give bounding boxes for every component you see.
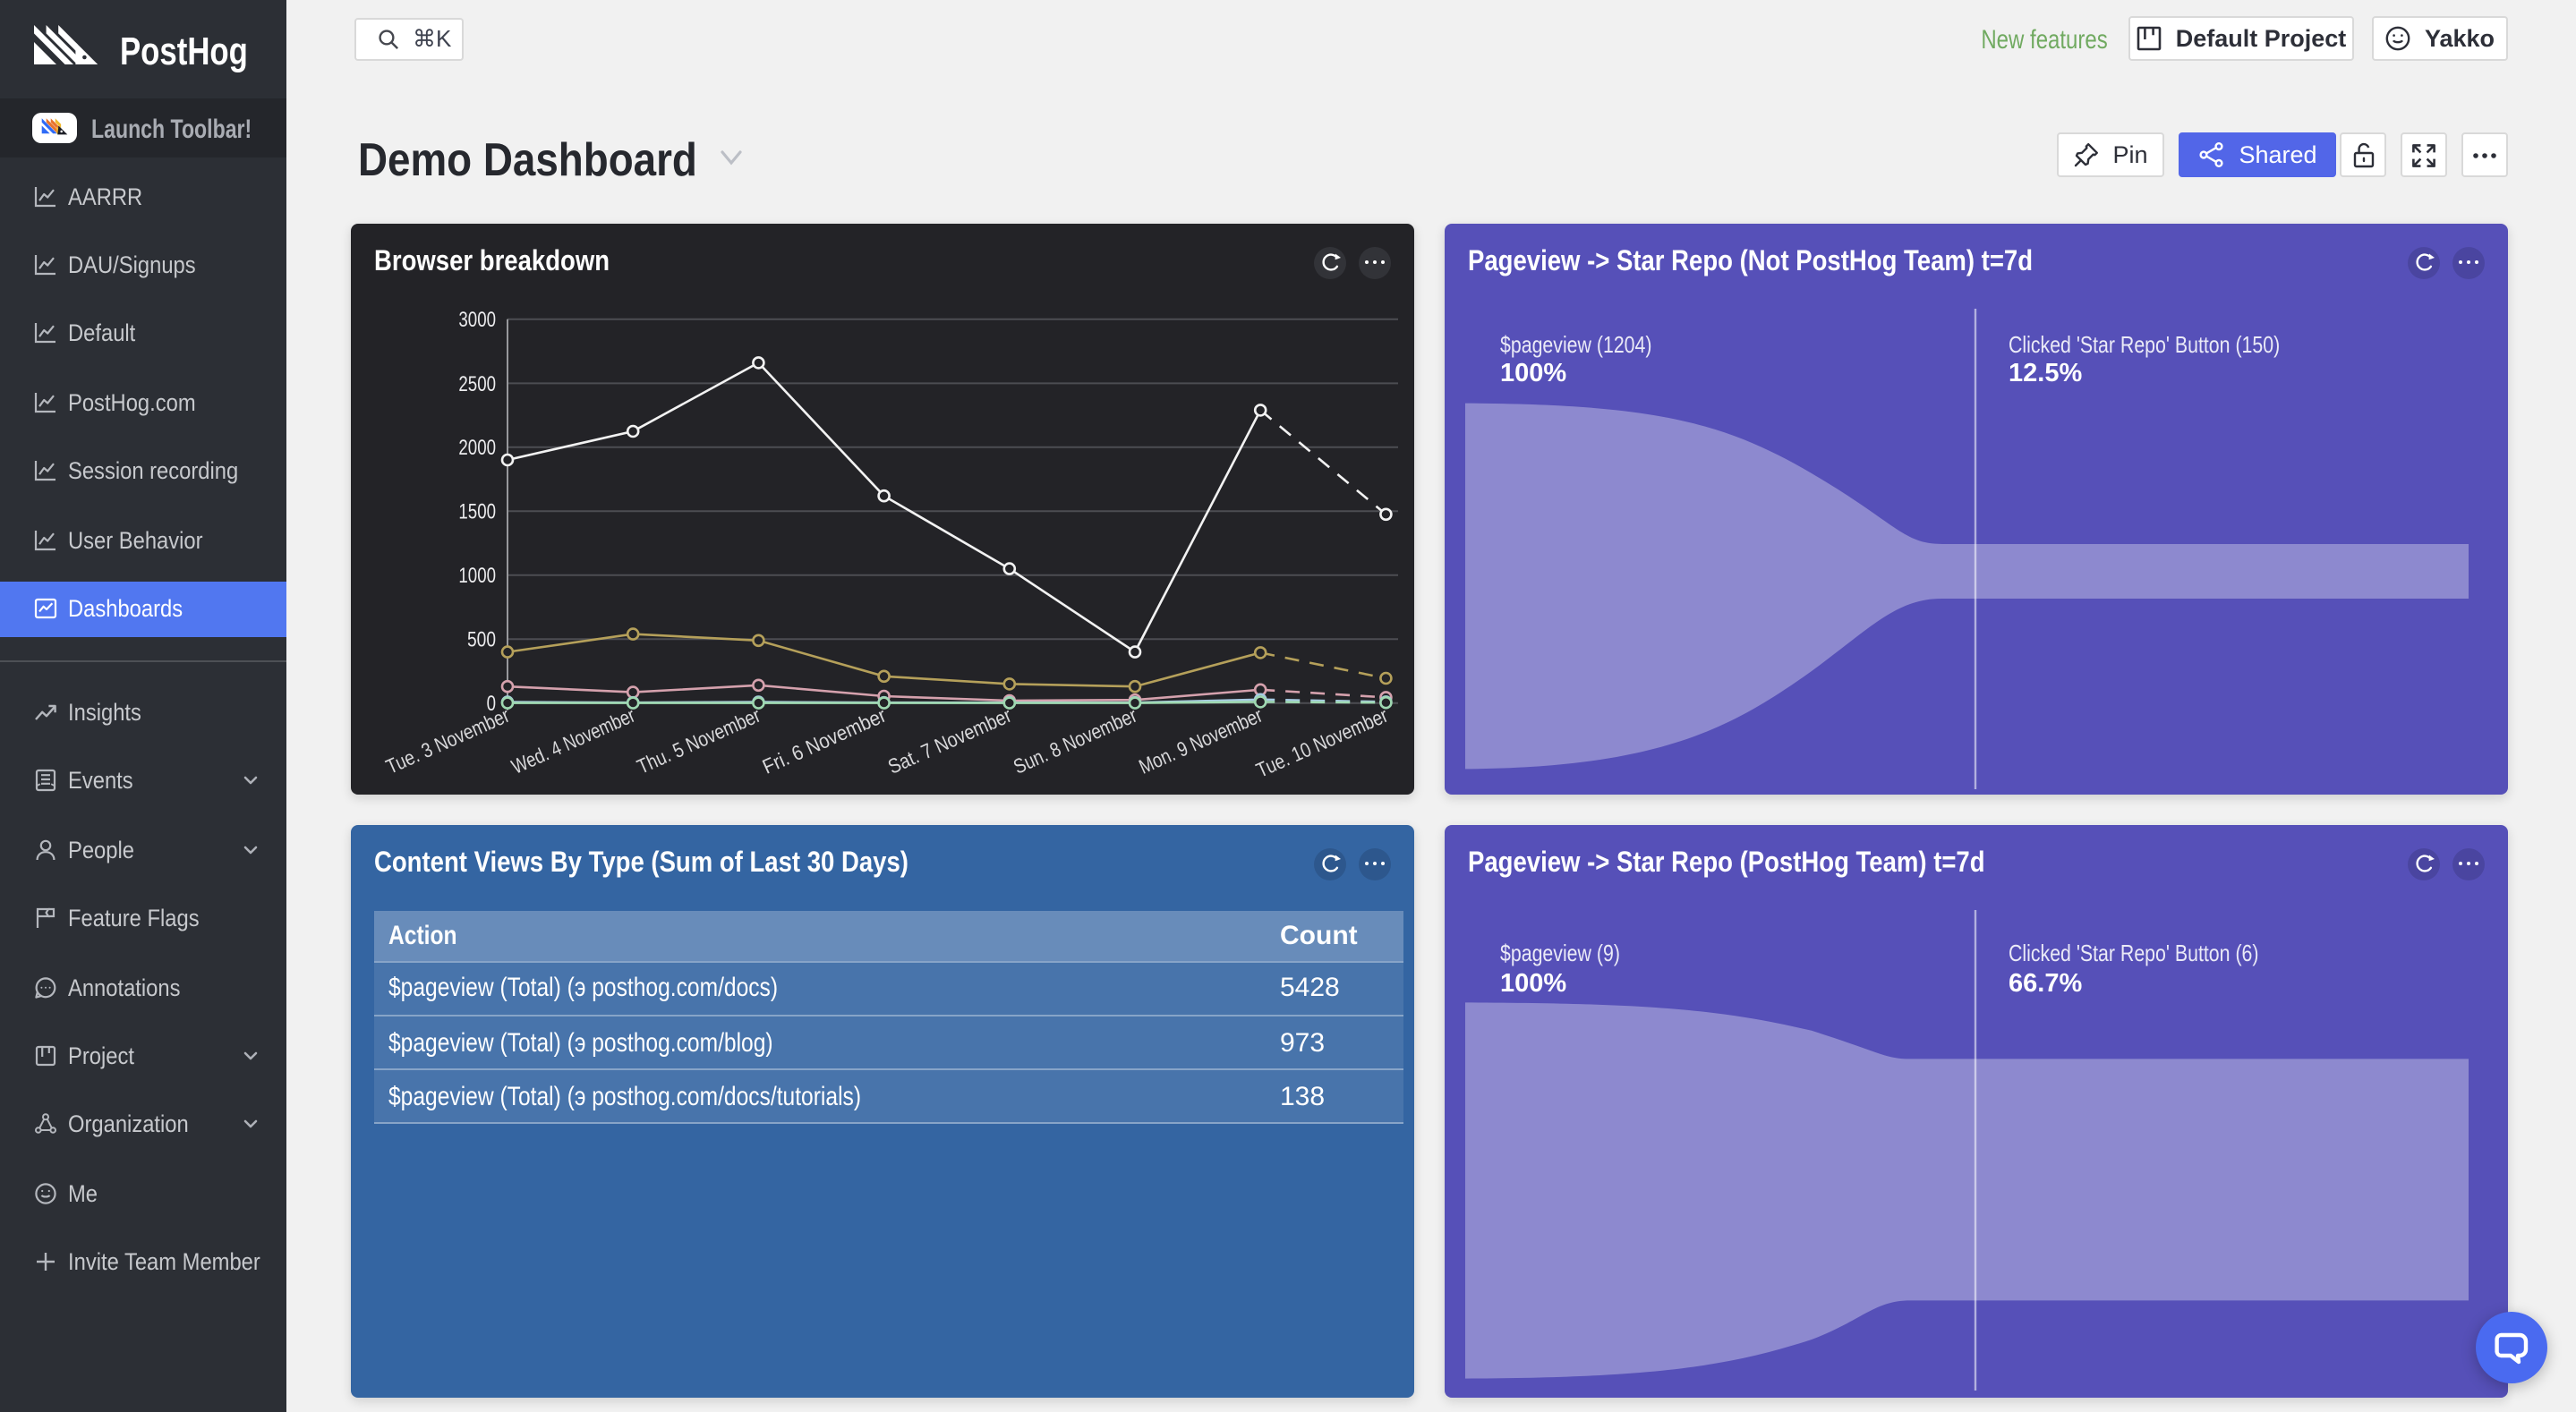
- svg-text:Sun. 8 November: Sun. 8 November: [1010, 703, 1140, 778]
- svg-text:Sat. 7 November: Sat. 7 November: [884, 703, 1015, 778]
- svg-text:2500: 2500: [458, 372, 496, 396]
- svg-text:0: 0: [487, 692, 496, 716]
- svg-text:Thu. 5 November: Thu. 5 November: [634, 703, 764, 778]
- svg-text:Mon. 9 November: Mon. 9 November: [1135, 703, 1266, 778]
- svg-text:2000: 2000: [458, 436, 496, 460]
- svg-text:Wed. 4 November: Wed. 4 November: [508, 703, 638, 778]
- svg-text:Fri. 6 November: Fri. 6 November: [759, 703, 890, 778]
- svg-text:500: 500: [467, 628, 496, 652]
- svg-text:Tue. 10 November: Tue. 10 November: [1253, 703, 1392, 782]
- svg-text:Tue. 3 November: Tue. 3 November: [382, 703, 513, 778]
- svg-text:1000: 1000: [458, 564, 496, 588]
- svg-text:3000: 3000: [458, 308, 496, 332]
- svg-text:1500: 1500: [458, 500, 496, 524]
